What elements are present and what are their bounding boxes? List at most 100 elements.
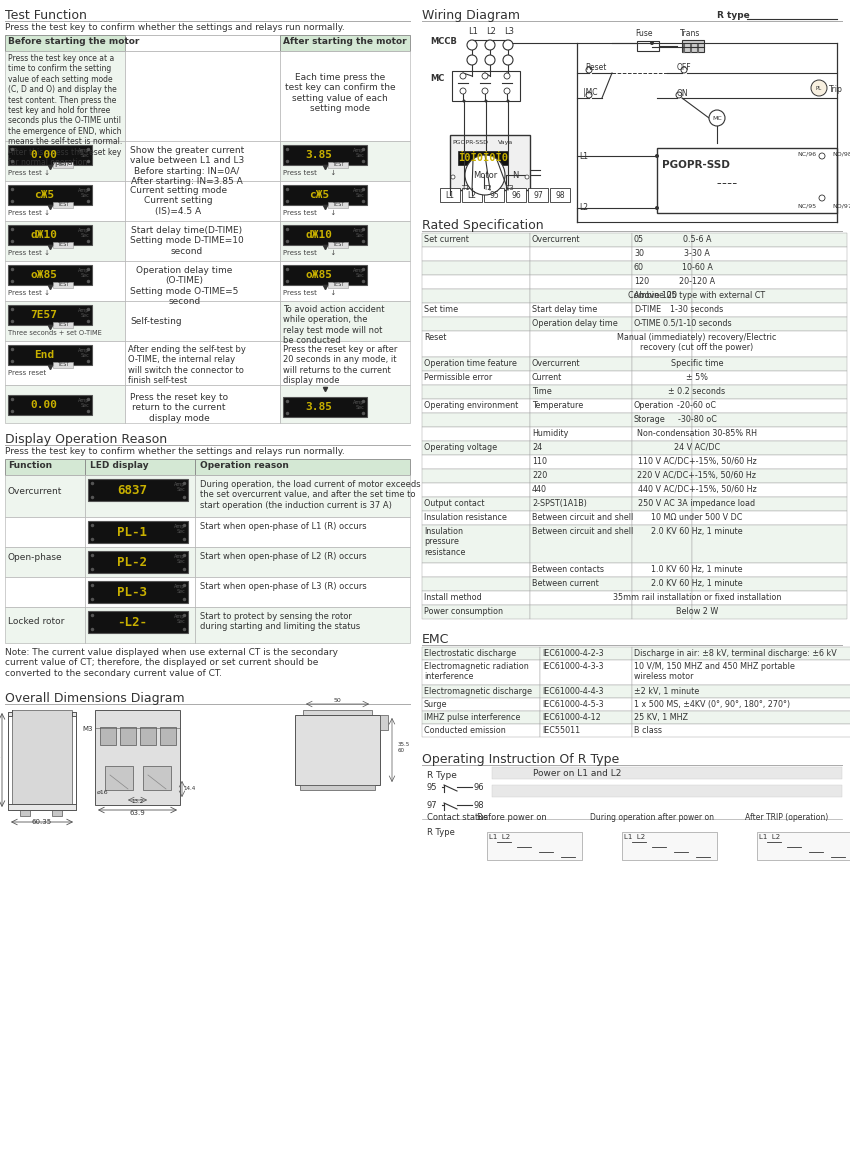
Text: IEC61000-4-4-3: IEC61000-4-4-3 [542, 687, 603, 696]
Text: Before power on: Before power on [477, 813, 547, 822]
Bar [283, 225, 367, 245]
Text: Set current: Set current [424, 235, 469, 244]
Text: NC/96: NC/96 [797, 152, 816, 157]
Bar [632, 482, 692, 497]
Circle shape [819, 153, 825, 159]
Circle shape [460, 73, 466, 78]
Text: 35.5
60: 35.5 60 [398, 742, 411, 753]
Bar [5, 52, 125, 141]
Bar [530, 261, 632, 275]
Bar [125, 182, 280, 221]
Bar [530, 563, 632, 577]
Text: Amp: Amp [77, 228, 89, 233]
Text: Humidity: Humidity [532, 429, 569, 438]
Bar [530, 482, 632, 497]
Text: Discharge in air: ±8 kV, terminal discharge: ±6 kV: Discharge in air: ±8 kV, terminal discha… [634, 649, 836, 658]
Bar [622, 833, 717, 860]
Bar [692, 331, 847, 357]
Bar [53, 203, 73, 208]
Circle shape [503, 40, 513, 50]
Bar [530, 511, 632, 525]
Bar [5, 221, 125, 261]
Bar [422, 660, 540, 685]
Bar [422, 233, 530, 247]
Bar [125, 341, 280, 385]
Bar [362, 715, 372, 720]
Text: 24: 24 [532, 443, 542, 452]
Bar [632, 711, 850, 724]
Text: Self-testing: Self-testing [130, 317, 182, 326]
Text: Overcurrent: Overcurrent [532, 359, 581, 368]
Bar [125, 301, 280, 341]
Text: Overcurrent: Overcurrent [532, 235, 581, 244]
Bar [632, 497, 692, 511]
Text: L1: L1 [468, 27, 478, 36]
Bar [440, 189, 460, 203]
Bar [143, 766, 171, 790]
Text: PL: PL [816, 85, 822, 91]
Bar [692, 511, 847, 525]
Bar [125, 261, 280, 301]
Bar [280, 301, 410, 341]
Text: NC/95: NC/95 [797, 203, 816, 208]
Bar [85, 459, 195, 475]
Text: Current: Current [532, 374, 562, 382]
Text: Trans: Trans [680, 29, 700, 37]
Bar [492, 767, 842, 779]
Text: TEST: TEST [332, 282, 344, 288]
Text: Amp: Amp [77, 268, 89, 273]
Bar [540, 648, 632, 660]
Bar [462, 189, 482, 203]
Text: Press test      ↓: Press test ↓ [283, 170, 337, 176]
Bar [125, 141, 280, 182]
Bar [530, 441, 632, 456]
Text: Press the test key to confirm whether the settings and relays run normally.: Press the test key to confirm whether th… [5, 447, 345, 456]
Bar [85, 577, 195, 607]
Text: cЖ5: cЖ5 [309, 190, 329, 200]
Text: Fuse: Fuse [635, 29, 653, 37]
Bar [540, 660, 632, 685]
Circle shape [467, 55, 477, 66]
Bar [422, 357, 530, 371]
Bar [632, 470, 692, 482]
Text: 1.0 KV 60 Hz, 1 minute: 1.0 KV 60 Hz, 1 minute [651, 564, 743, 574]
Bar [53, 242, 73, 248]
Bar [632, 577, 692, 591]
Text: IEC55011: IEC55011 [542, 726, 580, 735]
Text: 63.9: 63.9 [129, 810, 144, 816]
Text: 24 V AC/DC: 24 V AC/DC [674, 443, 720, 452]
Bar [632, 303, 692, 317]
Text: Sec: Sec [80, 313, 89, 319]
Bar [195, 459, 410, 475]
Bar [20, 810, 30, 816]
Bar [5, 475, 85, 518]
Text: Press the test key once at a
time to confirm the setting
value of each setting m: Press the test key once at a time to con… [8, 54, 122, 167]
Text: PGOPR-SSD: PGOPR-SSD [452, 141, 488, 145]
Bar [283, 145, 367, 165]
Text: Press test      ↓: Press test ↓ [283, 290, 337, 296]
Bar [53, 362, 73, 368]
Text: Press test      ↓: Press test ↓ [283, 210, 337, 215]
Bar [692, 605, 847, 619]
Text: Sec: Sec [80, 153, 89, 158]
Circle shape [525, 174, 529, 179]
Text: Between current: Between current [532, 578, 598, 588]
Text: MCCB: MCCB [430, 37, 456, 46]
Text: Time: Time [532, 386, 552, 396]
Text: 440 V AC/DC+-15%, 50/60 Hz: 440 V AC/DC+-15%, 50/60 Hz [638, 485, 756, 494]
Bar [283, 185, 367, 205]
Text: TEST: TEST [57, 282, 69, 288]
Bar [5, 459, 85, 475]
Bar [632, 427, 692, 441]
Text: End: End [34, 350, 54, 359]
Text: TEST: TEST [57, 242, 69, 247]
Text: Sec: Sec [176, 487, 185, 492]
Circle shape [460, 88, 466, 94]
Bar [632, 511, 692, 525]
Bar [682, 40, 704, 52]
Bar [283, 265, 367, 285]
Bar [632, 317, 692, 331]
Text: 14.4: 14.4 [183, 787, 196, 792]
Text: dЖ10: dЖ10 [305, 230, 332, 240]
Text: Temperature: Temperature [532, 400, 583, 410]
